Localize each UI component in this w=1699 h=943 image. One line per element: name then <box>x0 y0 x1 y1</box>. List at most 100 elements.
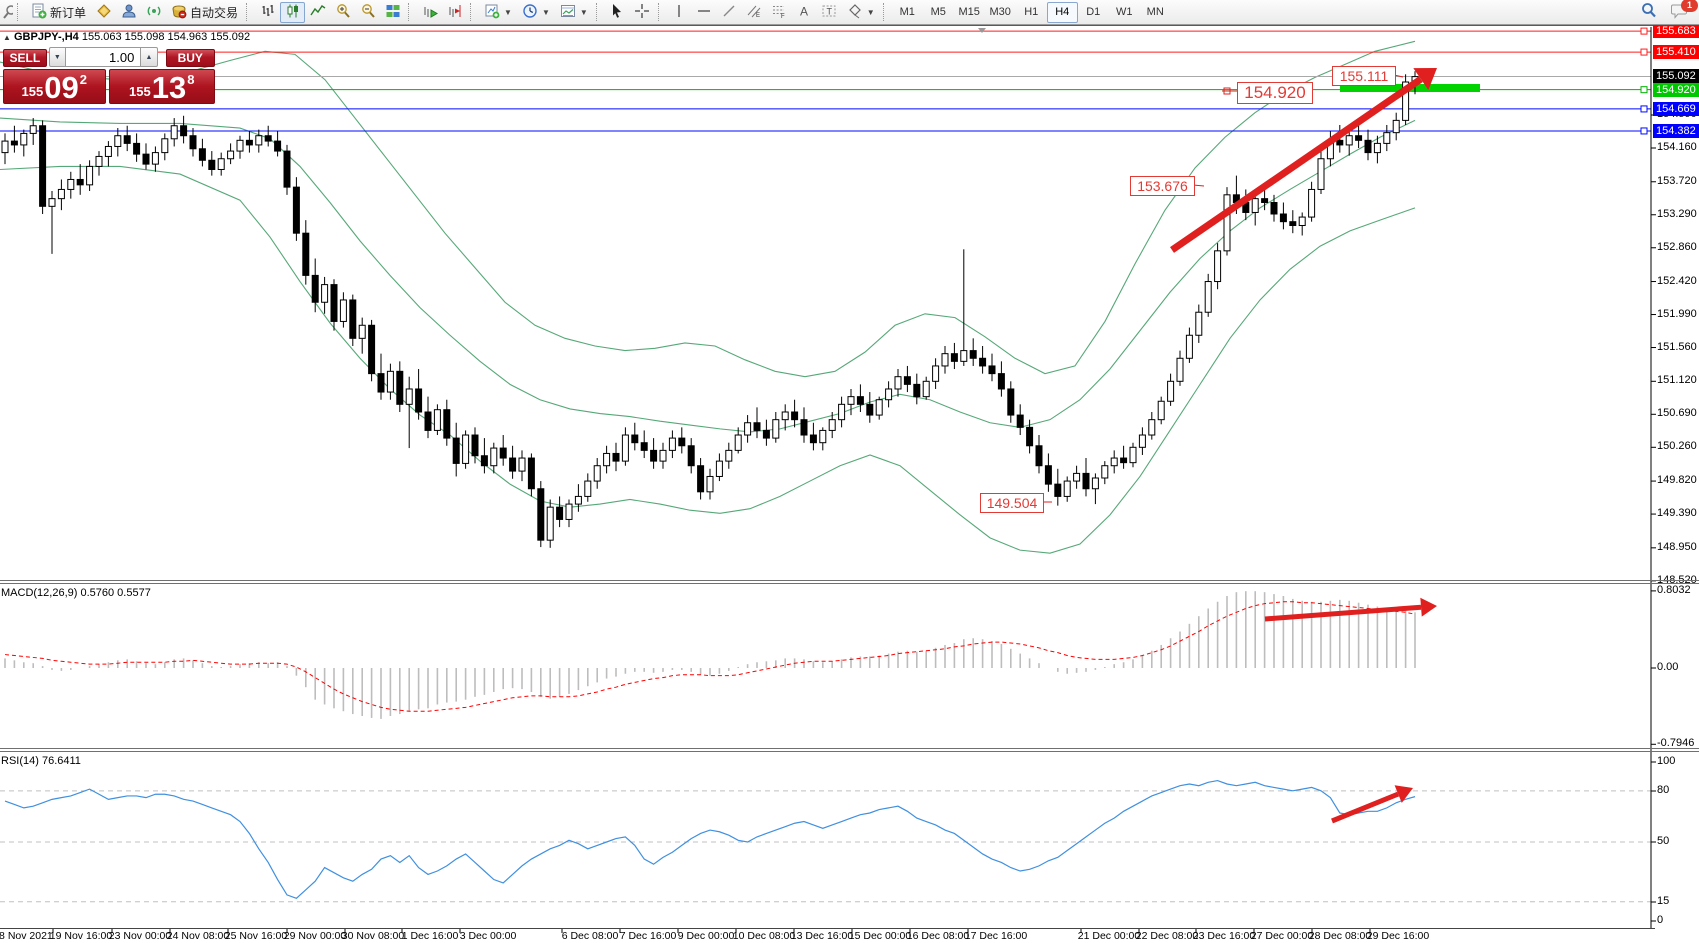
macd-panel[interactable] <box>0 584 1651 746</box>
price-axis-badge[interactable]: 155.410 <box>1653 45 1699 60</box>
price-axis-tick-label: 154.160 <box>1657 140 1697 153</box>
navigator-person-button[interactable] <box>116 2 141 23</box>
tab-h4[interactable]: H4 <box>1046 1 1078 23</box>
macd-indicator-label: MACD(12,26,9) 0.5760 0.5577 <box>1 587 151 599</box>
volume-decrease-button[interactable]: ▼ <box>48 47 66 67</box>
line-chart-button[interactable] <box>305 2 330 23</box>
signal-antenna-button[interactable] <box>141 2 166 23</box>
rsi-scale-label: 15 <box>1657 895 1670 907</box>
volume-field[interactable]: 1.00 <box>65 47 141 67</box>
panel-splitter[interactable] <box>0 751 1699 752</box>
toolbar-grip[interactable] <box>595 3 602 21</box>
chart-title-row: ▲ GBPJPY-,H4 155.063 155.098 154.963 155… <box>3 31 250 43</box>
notifications-button[interactable]: 1 <box>1667 0 1698 23</box>
text-label-icon: T <box>821 3 837 22</box>
tab-h1[interactable]: H1 <box>1024 5 1039 18</box>
time-axis-label: 3 Dec 00:00 <box>459 930 517 942</box>
toolbar-grip[interactable] <box>408 3 414 21</box>
panel-splitter[interactable] <box>0 583 1699 584</box>
shapes-button[interactable]: ▼ <box>842 2 880 23</box>
clipped-left-icon-button[interactable] <box>1 2 14 23</box>
svg-text:A: A <box>800 4 808 18</box>
time-axis-label: 29 Dec 16:00 <box>1366 930 1430 942</box>
price-axis-badge[interactable]: 154.920 <box>1653 82 1699 97</box>
time-axis-label: 23 Nov 00:00 <box>108 930 172 942</box>
new-chart-button[interactable]: ▼ <box>479 2 517 23</box>
periods-clock-button[interactable]: ▼ <box>517 2 555 23</box>
price-axis-tick-label: 148.520 <box>1657 573 1697 586</box>
search-button[interactable] <box>1636 2 1661 23</box>
sell-price-box[interactable]: 155 09 2 <box>3 69 106 104</box>
horizontal-line-button[interactable] <box>692 2 717 23</box>
price-annotation-box[interactable]: 153.676 <box>1130 176 1195 196</box>
price-axis-badge[interactable]: 155.092 <box>1653 69 1699 84</box>
price-axis-tick-label: 153.290 <box>1657 207 1697 220</box>
autotrading-button[interactable]: 自动交易 <box>166 2 243 23</box>
panel-splitter[interactable] <box>0 580 1699 581</box>
tab-d1[interactable]: D1 <box>1086 5 1101 18</box>
macd-scale-label: 0.00 <box>1657 661 1679 673</box>
tab-w1[interactable]: W1 <box>1115 5 1133 18</box>
macd-scale-label: 0.8032 <box>1657 583 1691 596</box>
trendline-icon <box>721 3 737 22</box>
crosshair-button[interactable] <box>630 2 655 23</box>
search-icon <box>1640 2 1657 22</box>
time-axis-label: 30 Nov 08:00 <box>341 930 405 942</box>
auto-scroll-button[interactable] <box>417 2 442 23</box>
price-axis-badge[interactable]: 154.669 <box>1653 101 1699 116</box>
time-axis-label: 29 Nov 00:00 <box>283 930 347 942</box>
trendline-button[interactable] <box>717 2 742 23</box>
new-order-button[interactable]: 新订单 <box>26 2 91 23</box>
vertical-line-icon <box>671 3 687 22</box>
time-axis-label: 1 Dec 16:00 <box>401 930 459 942</box>
text-label-button[interactable]: T <box>817 2 842 23</box>
chart-profile-button[interactable]: ▼ <box>555 2 593 23</box>
price-annotation-box[interactable]: 154.920 <box>1237 82 1313 104</box>
buy-button[interactable]: BUY <box>165 49 215 67</box>
text-button[interactable]: A <box>792 2 817 23</box>
main-toolbar: 新订单 自动交易 ▼ ▼ ▼ E F A T ▼ M1 M5 M15 M30 H… <box>0 0 1699 25</box>
fibonacci-button[interactable]: F <box>767 2 792 23</box>
price-axis-tick-label: 150.260 <box>1657 440 1697 453</box>
line-chart-icon <box>309 3 326 22</box>
time-axis-border <box>0 928 1655 929</box>
symbol-period-title: GBPJPY-,H4 <box>13 31 79 43</box>
toolbar-grip[interactable] <box>470 3 476 21</box>
tab-mn[interactable]: MN <box>1146 5 1164 18</box>
buy-price-box[interactable]: 155 13 8 <box>108 69 215 104</box>
candlestick-chart-button[interactable] <box>280 1 306 23</box>
toolbar-grip[interactable] <box>17 3 23 21</box>
price-axis-tick-label: 149.390 <box>1657 507 1697 520</box>
zoom-out-button[interactable] <box>355 2 380 23</box>
toolbar-grip[interactable] <box>246 3 252 21</box>
time-axis-label: 9 Dec 00:00 <box>677 930 735 942</box>
candlestick-chart-icon <box>285 3 301 22</box>
price-axis-tick-label: 149.820 <box>1657 474 1697 487</box>
gold-diamond-button[interactable] <box>91 2 116 23</box>
tile-windows-button[interactable] <box>380 2 405 23</box>
zoom-in-button[interactable] <box>330 2 355 23</box>
bar-chart-button[interactable] <box>255 2 280 23</box>
sell-button[interactable]: SELL <box>3 49 47 67</box>
volume-increase-button[interactable]: ▲ <box>140 47 158 67</box>
toolbar-grip[interactable] <box>657 3 664 21</box>
tab-m15[interactable]: M15 <box>958 5 980 18</box>
toolbar-grip[interactable] <box>882 3 889 21</box>
price-axis-badge[interactable]: 155.683 <box>1653 24 1699 39</box>
cursor-button[interactable] <box>605 2 630 23</box>
price-annotation-box[interactable]: 149.504 <box>980 493 1044 513</box>
price-annotation-box[interactable]: 155.111 <box>1332 66 1396 86</box>
chart-shift-button[interactable] <box>442 2 467 23</box>
tab-m1[interactable]: M1 <box>899 5 915 18</box>
panel-splitter[interactable] <box>0 748 1699 749</box>
tab-m30[interactable]: M30 <box>989 5 1011 18</box>
rsi-panel[interactable] <box>0 752 1651 926</box>
tab-m5[interactable]: M5 <box>930 5 946 18</box>
price-axis-badge[interactable]: 154.382 <box>1653 123 1699 138</box>
fibonacci-icon: F <box>771 3 787 22</box>
equidistant-channel-button[interactable]: E <box>742 2 767 23</box>
new-chart-icon <box>484 3 500 22</box>
ohlc-readout: 155.063 155.098 154.963 155.092 <box>81 31 251 43</box>
price-chart-panel[interactable] <box>0 27 1651 580</box>
vertical-line-button[interactable] <box>667 2 692 23</box>
